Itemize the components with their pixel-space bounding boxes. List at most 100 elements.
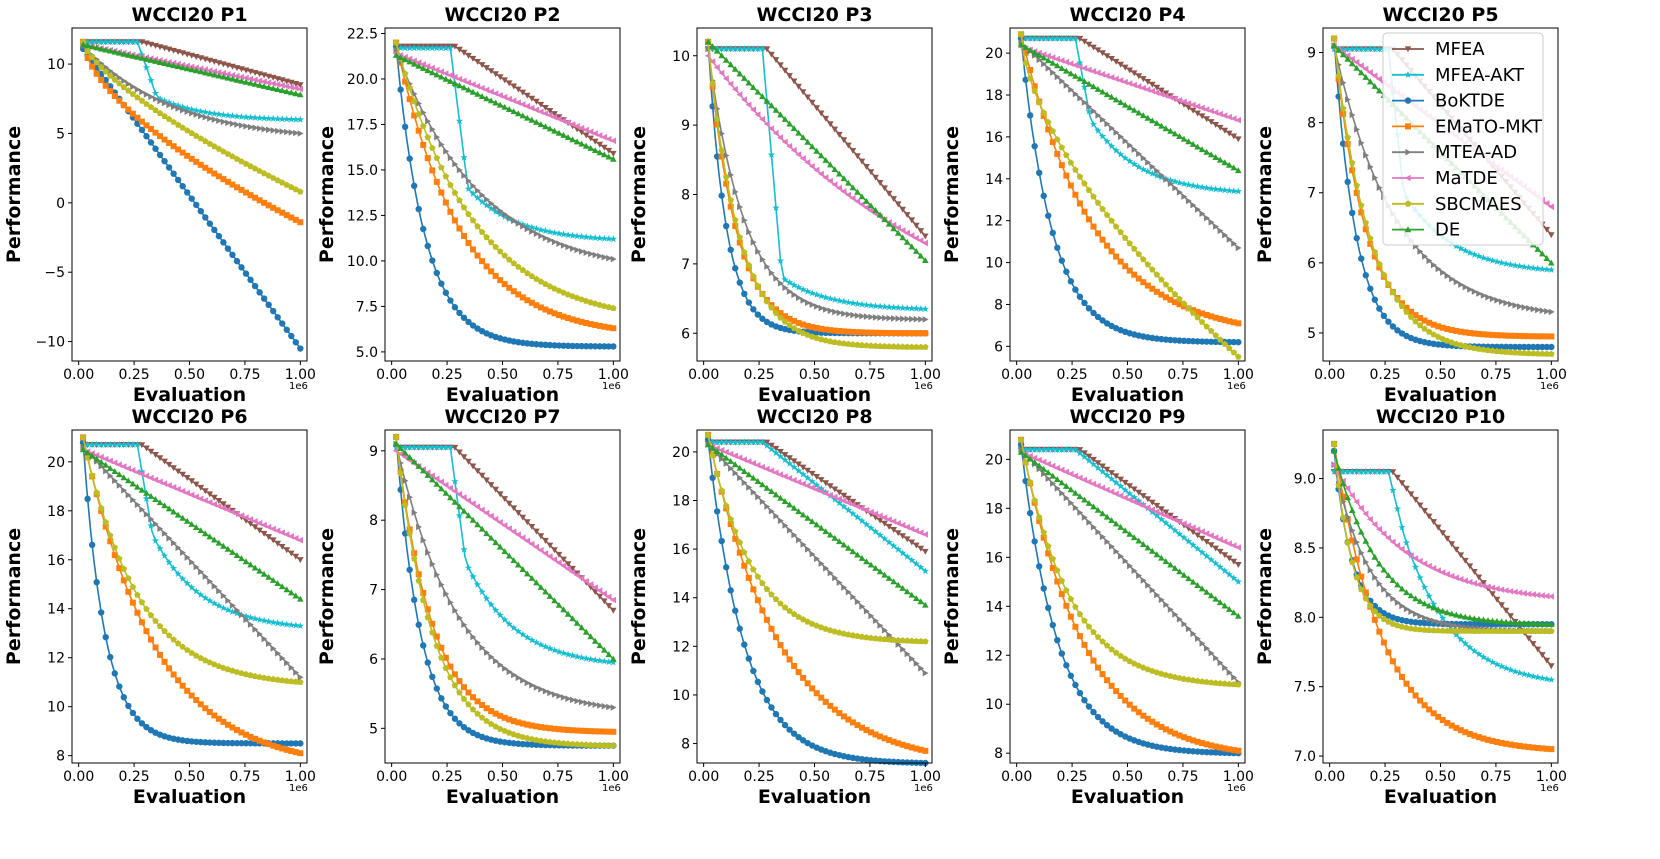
data-point bbox=[1153, 508, 1160, 515]
data-point bbox=[564, 740, 572, 747]
data-point bbox=[533, 302, 540, 309]
data-point bbox=[260, 530, 268, 537]
data-point bbox=[1226, 113, 1232, 121]
data-point bbox=[442, 703, 450, 710]
data-point bbox=[1081, 617, 1088, 624]
data-point bbox=[174, 511, 182, 518]
data-point bbox=[265, 675, 272, 682]
data-point bbox=[1398, 673, 1405, 680]
data-point bbox=[813, 690, 820, 697]
data-point bbox=[275, 650, 281, 657]
y-tick-label: −10 bbox=[35, 335, 65, 351]
data-point bbox=[1543, 255, 1551, 261]
data-point bbox=[147, 103, 155, 110]
data-point bbox=[415, 127, 422, 134]
data-point bbox=[138, 470, 145, 478]
data-point bbox=[808, 477, 816, 485]
data-point bbox=[156, 478, 163, 485]
data-point bbox=[863, 313, 870, 320]
data-point bbox=[197, 68, 205, 75]
data-point bbox=[587, 135, 594, 142]
data-point bbox=[125, 588, 132, 595]
data-point bbox=[894, 229, 902, 236]
data-point bbox=[1421, 560, 1428, 567]
data-point bbox=[429, 629, 436, 636]
data-point bbox=[519, 720, 526, 727]
data-point bbox=[415, 463, 422, 469]
data-point bbox=[288, 214, 295, 221]
data-point bbox=[1439, 607, 1446, 614]
data-point bbox=[1203, 148, 1210, 155]
data-point bbox=[591, 234, 599, 241]
data-point bbox=[106, 440, 114, 448]
data-point bbox=[179, 643, 186, 650]
data-point bbox=[763, 441, 771, 449]
data-point bbox=[546, 644, 554, 652]
data-point bbox=[1194, 338, 1201, 345]
data-point bbox=[790, 125, 798, 131]
data-point bbox=[1067, 70, 1075, 77]
data-point bbox=[247, 75, 254, 83]
legend-item: MaTDE bbox=[1392, 168, 1498, 189]
data-point bbox=[211, 712, 218, 719]
data-point bbox=[537, 584, 545, 590]
data-point bbox=[288, 678, 295, 685]
data-point bbox=[1144, 715, 1151, 722]
data-point bbox=[1058, 57, 1065, 64]
data-point bbox=[192, 587, 200, 595]
data-point bbox=[1235, 562, 1242, 568]
data-point bbox=[1394, 474, 1401, 481]
data-point bbox=[519, 101, 526, 108]
data-point bbox=[1376, 75, 1382, 83]
data-point bbox=[854, 598, 861, 605]
data-point bbox=[1471, 288, 1478, 295]
data-point bbox=[269, 525, 276, 533]
data-point bbox=[420, 642, 427, 649]
data-point bbox=[560, 562, 567, 570]
data-point bbox=[804, 138, 811, 145]
data-point bbox=[610, 655, 617, 662]
data-point bbox=[464, 185, 473, 192]
data-point bbox=[1059, 489, 1066, 497]
data-point bbox=[776, 452, 785, 460]
data-point bbox=[438, 695, 445, 702]
data-point bbox=[845, 631, 852, 638]
data-point bbox=[731, 65, 739, 72]
data-point bbox=[215, 72, 223, 79]
data-point bbox=[836, 579, 843, 586]
data-point bbox=[274, 540, 281, 547]
panel-title: WCCI20 P8 bbox=[756, 406, 872, 428]
data-point bbox=[899, 521, 906, 529]
y-tick-label: −5 bbox=[44, 265, 65, 281]
data-point bbox=[1230, 747, 1237, 754]
data-point bbox=[849, 498, 857, 505]
data-point bbox=[88, 541, 96, 549]
data-point bbox=[1375, 467, 1383, 475]
data-point bbox=[1344, 178, 1351, 186]
x-tick-label: 1.00 bbox=[910, 367, 941, 383]
data-point bbox=[487, 482, 495, 489]
data-point bbox=[596, 587, 603, 594]
data-point bbox=[727, 515, 734, 523]
data-point bbox=[1494, 297, 1501, 304]
data-point bbox=[1176, 301, 1183, 308]
data-point bbox=[908, 243, 916, 250]
series-mtea-ad bbox=[393, 46, 617, 263]
data-point bbox=[551, 238, 558, 246]
data-point bbox=[197, 161, 204, 168]
data-point bbox=[1122, 137, 1129, 145]
data-point bbox=[922, 548, 929, 555]
data-point bbox=[1140, 279, 1147, 286]
data-point bbox=[98, 63, 105, 70]
data-point bbox=[419, 65, 427, 71]
data-point bbox=[790, 476, 797, 484]
data-point bbox=[1190, 201, 1197, 209]
data-point bbox=[1489, 347, 1496, 354]
data-point bbox=[121, 77, 128, 85]
data-point bbox=[401, 70, 409, 77]
data-point bbox=[1489, 617, 1496, 624]
data-point bbox=[1135, 709, 1142, 716]
data-point bbox=[1203, 748, 1210, 756]
